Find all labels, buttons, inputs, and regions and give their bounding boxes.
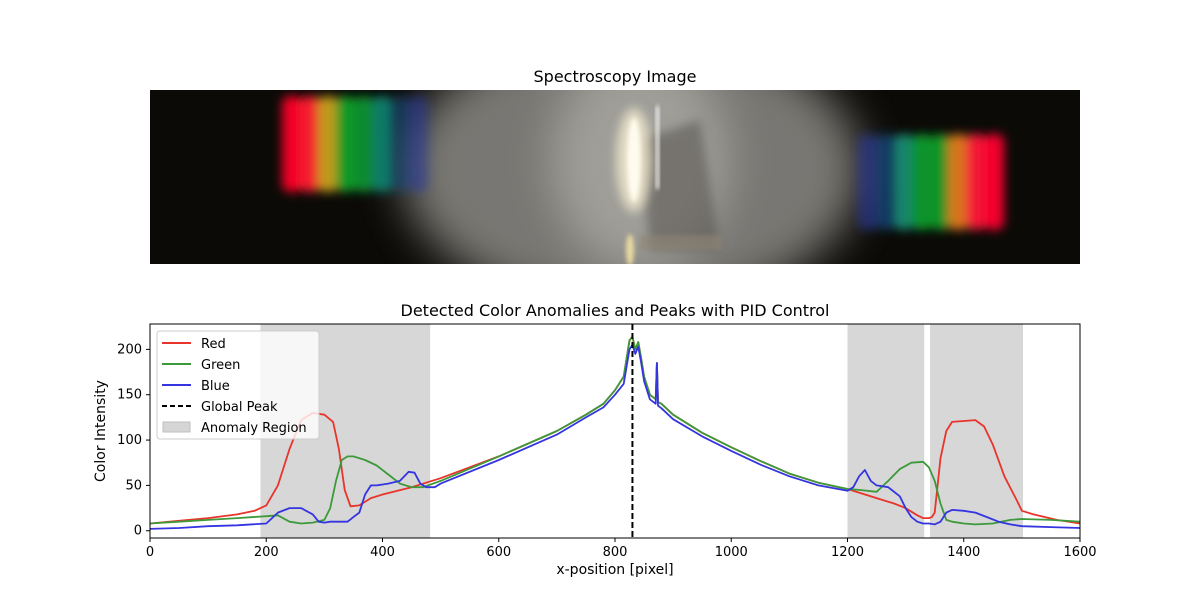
slit-line [656,106,659,189]
x-tick-label: 1000 [715,545,748,560]
right-band-1 [876,134,896,230]
y-axis-label: Color Intensity [93,380,109,482]
legend-label: Red [201,337,226,352]
y-axis: 0 50 100 150 200 [117,342,150,539]
y-tick-label: 100 [117,433,142,448]
diffraction-shadow [640,120,720,250]
right-band-6 [966,134,986,230]
legend-label: Blue [201,379,230,394]
left-spectrum [282,96,428,192]
right-band-7 [984,134,1004,230]
right-band-5 [948,134,968,230]
y-tick-label: 200 [117,342,142,357]
anomaly-region-1 [847,324,925,538]
right-band-2 [894,134,914,230]
y-tick-label: 0 [134,524,142,539]
left-band-1 [300,96,320,192]
legend-box [156,330,320,440]
x-axis: 0 200 400 600 800 1000 1200 1400 1600 [146,538,1097,560]
y-tick-label: 50 [125,478,142,493]
x-tick-label: 1400 [947,545,980,560]
x-tick-label: 0 [146,545,154,560]
legend-label: Global Peak [201,400,278,415]
anomaly-regions [260,324,1024,538]
right-spectrum [858,134,1004,230]
chart-title: Detected Color Anomalies and Peaks with … [401,301,830,320]
x-tick-label: 800 [603,545,628,560]
right-band-4 [930,134,950,230]
x-tick-label: 600 [486,545,511,560]
left-band-5 [372,96,392,192]
series-line-blue [150,344,1080,530]
left-band-2 [318,96,338,192]
y-tick-label: 150 [117,388,142,403]
lower-strip [640,235,722,250]
series-lines [150,335,1080,530]
x-tick-label: 1200 [831,545,864,560]
legend: Red Green Blue Global Peak Anomaly Region [156,330,320,440]
legend-label: Anomaly Region [201,421,307,436]
left-band-7 [408,96,428,192]
x-tick-label: 200 [254,545,279,560]
anomaly-region-2 [930,324,1024,538]
x-axis-label: x-position [pixel] [556,562,673,578]
left-band-3 [336,96,356,192]
legend-swatch-anomaly [162,421,191,433]
spectroscopy-image [150,90,1080,264]
x-tick-label: 400 [370,545,395,560]
lower-reflection [626,234,634,264]
right-band-3 [912,134,932,230]
x-tick-label: 1600 [1063,545,1096,560]
light-source [627,118,641,202]
right-band-0 [858,134,878,230]
left-band-0 [282,96,302,192]
left-band-6 [390,96,410,192]
left-band-4 [354,96,374,192]
image-title: Spectroscopy Image [534,67,697,86]
legend-label: Green [201,358,240,373]
